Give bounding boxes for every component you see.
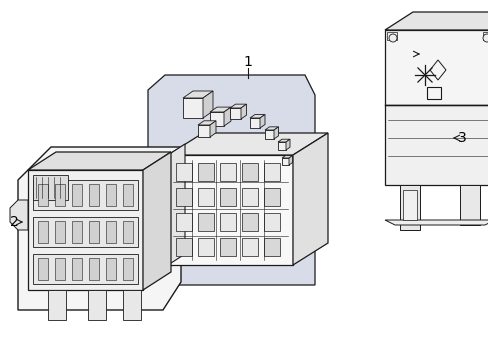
Bar [106, 221, 116, 243]
Text: 2: 2 [10, 215, 19, 229]
Bar [89, 258, 99, 280]
Polygon shape [142, 152, 171, 290]
Bar [123, 258, 133, 280]
Bar [123, 184, 133, 206]
Bar [264, 188, 280, 206]
Bar [55, 258, 65, 280]
Polygon shape [282, 156, 292, 158]
Bar [264, 163, 280, 181]
Polygon shape [399, 185, 419, 230]
Bar [33, 217, 138, 247]
Bar [123, 221, 133, 243]
Bar [482, 32, 488, 40]
Polygon shape [429, 60, 445, 80]
Bar [264, 213, 280, 231]
Polygon shape [168, 155, 292, 265]
Bar [198, 188, 214, 206]
Polygon shape [10, 200, 28, 230]
Polygon shape [168, 144, 184, 265]
Bar [72, 221, 82, 243]
Circle shape [482, 34, 488, 42]
Polygon shape [148, 75, 314, 285]
Polygon shape [278, 142, 285, 150]
Bar [242, 238, 258, 256]
Polygon shape [241, 104, 246, 119]
Bar [402, 190, 416, 220]
Bar [264, 238, 280, 256]
Bar [220, 213, 236, 231]
Bar [176, 213, 192, 231]
Bar [72, 184, 82, 206]
Polygon shape [28, 152, 171, 170]
Polygon shape [384, 105, 488, 185]
Bar [72, 258, 82, 280]
Bar [242, 188, 258, 206]
Polygon shape [224, 107, 230, 126]
Polygon shape [288, 156, 292, 165]
Circle shape [388, 34, 396, 42]
Polygon shape [28, 170, 142, 290]
Polygon shape [209, 121, 216, 137]
Polygon shape [229, 108, 241, 119]
Bar [176, 238, 192, 256]
Polygon shape [249, 118, 260, 128]
Polygon shape [260, 114, 264, 128]
Bar [38, 258, 48, 280]
Polygon shape [282, 158, 288, 165]
Bar [220, 238, 236, 256]
Bar [176, 163, 192, 181]
Bar [33, 254, 138, 284]
Polygon shape [384, 12, 488, 30]
Polygon shape [384, 220, 488, 225]
Bar [89, 184, 99, 206]
Bar [89, 221, 99, 243]
Polygon shape [292, 133, 327, 265]
Polygon shape [459, 185, 479, 225]
Polygon shape [384, 30, 488, 105]
Polygon shape [48, 290, 66, 320]
Polygon shape [209, 107, 230, 112]
Bar [220, 163, 236, 181]
Text: 3: 3 [457, 131, 466, 145]
Bar [38, 184, 48, 206]
Polygon shape [183, 91, 213, 98]
Bar [33, 175, 68, 200]
Polygon shape [249, 114, 264, 118]
Bar [33, 180, 138, 210]
Bar [176, 188, 192, 206]
Polygon shape [183, 98, 203, 118]
Bar [55, 221, 65, 243]
Polygon shape [18, 147, 181, 310]
Bar [198, 163, 214, 181]
Polygon shape [168, 133, 327, 155]
Polygon shape [278, 139, 289, 142]
Polygon shape [264, 130, 273, 139]
Polygon shape [88, 290, 106, 320]
Bar [106, 258, 116, 280]
Bar [55, 184, 65, 206]
Polygon shape [209, 112, 224, 126]
Bar [198, 238, 214, 256]
Bar [242, 163, 258, 181]
Polygon shape [203, 91, 213, 118]
Polygon shape [273, 127, 278, 139]
Bar [38, 221, 48, 243]
Polygon shape [198, 125, 209, 137]
Bar [426, 87, 440, 99]
Bar [198, 213, 214, 231]
Bar [106, 184, 116, 206]
Polygon shape [198, 121, 216, 125]
Text: 1: 1 [243, 55, 252, 69]
Bar [242, 213, 258, 231]
Polygon shape [229, 104, 246, 108]
Bar [220, 188, 236, 206]
Polygon shape [285, 139, 289, 150]
Bar [386, 32, 396, 40]
Polygon shape [123, 290, 141, 320]
Polygon shape [264, 127, 278, 130]
